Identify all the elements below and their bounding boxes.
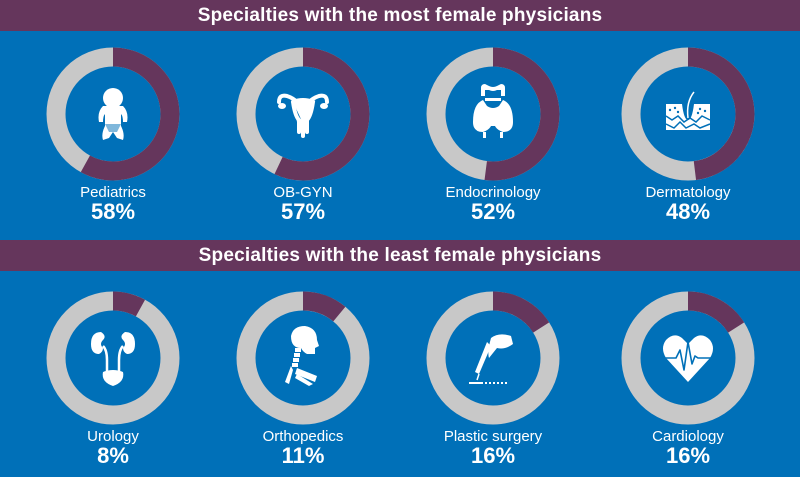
donut-endocrinology: Endocrinology 52% [403,46,583,223]
baby-icon [98,88,128,140]
donut-ob-gyn: OB-GYN 57% [213,46,393,223]
specialty-label: Dermatology [645,184,731,201]
thyroid-icon [473,84,513,138]
skin-layers-icon [665,91,711,130]
section-title-least: Specialties with the least female physic… [0,240,800,271]
donut-chart [426,291,560,425]
specialty-label: Orthopedics [262,428,344,445]
donut-chart [621,291,755,425]
percentage-value: 58% [90,199,136,224]
donut-plastic-surgery: Plastic surgery 16% [403,290,583,467]
donut-pediatrics: Pediatrics 58% [23,46,203,223]
donut-orthopedics: Orthopedics 11% [213,290,393,467]
donut-cardiology: Cardiology 16% [598,290,778,467]
heart-pulse-icon [662,335,714,382]
donut-urology: Urology 8% [23,290,203,467]
percentage-value: 16% [665,443,711,468]
percentage-value: 8% [97,443,129,468]
percentage-value: 48% [665,199,711,224]
donut-chart [46,291,180,425]
uterus-icon [277,93,329,138]
donut-chart [426,47,560,181]
kidneys-icon [91,332,135,386]
specialty-label: OB-GYN [273,184,333,201]
specialty-label: Urology [87,428,139,445]
scalpel-hand-icon [469,334,513,384]
specialty-label: Cardiology [652,428,724,445]
percentage-value: 16% [470,443,516,468]
specialty-label: Plastic surgery [443,428,543,445]
donut-chart [621,47,755,181]
donut-chart [236,47,370,181]
percentage-value: 52% [470,199,516,224]
percentage-value: 57% [280,199,326,224]
donut-dermatology: Dermatology 48% [598,46,778,223]
skeleton-icon [285,326,319,386]
donut-chart [46,47,180,181]
specialty-label: Pediatrics [80,184,146,201]
percentage-value: 11% [281,443,325,468]
specialty-label: Endocrinology [445,184,541,201]
section-title-most: Specialties with the most female physici… [0,0,800,31]
donut-chart [236,291,370,425]
